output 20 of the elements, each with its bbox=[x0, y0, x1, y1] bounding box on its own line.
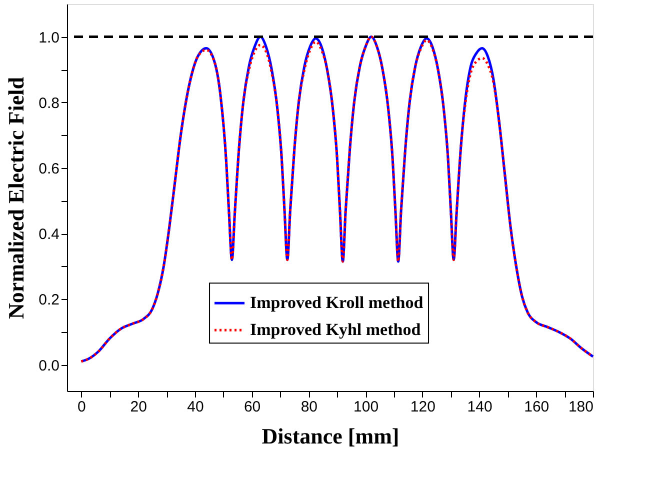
x-tick-label: 60 bbox=[244, 398, 261, 416]
x-tick-label: 80 bbox=[300, 398, 318, 416]
y-tick-label: 0.4 bbox=[38, 226, 60, 244]
x-tick-label: 180 bbox=[568, 398, 594, 416]
x-tick-label: 140 bbox=[467, 398, 492, 416]
y-tick-label: 0.0 bbox=[38, 357, 60, 374]
y-tick-label: 0.8 bbox=[38, 94, 60, 112]
legend-label: Improved Kroll method bbox=[250, 293, 424, 312]
x-tick-label: 20 bbox=[130, 398, 147, 416]
x-tick-label: 100 bbox=[354, 398, 379, 416]
y-axis-title: Normalized Electric Field bbox=[4, 77, 29, 319]
legend-label: Improved Kyhl method bbox=[250, 320, 422, 340]
x-tick-label: 120 bbox=[410, 398, 436, 416]
y-tick-label: 0.2 bbox=[38, 292, 60, 309]
y-tick-label: 1.0 bbox=[38, 29, 60, 46]
x-tick-label: 0 bbox=[78, 398, 86, 416]
x-tick-label: 40 bbox=[187, 398, 204, 416]
x-axis-title: Distance [mm] bbox=[262, 424, 400, 448]
x-tick-label: 160 bbox=[524, 398, 550, 416]
y-tick-label: 0.6 bbox=[38, 160, 60, 178]
